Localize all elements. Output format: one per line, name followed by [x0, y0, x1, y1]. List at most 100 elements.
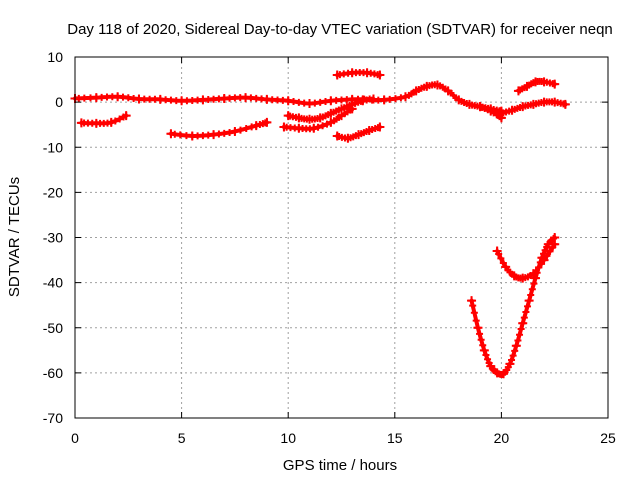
- data-point: [520, 314, 528, 322]
- y-tick-label: -50: [43, 320, 63, 336]
- data-point-key: [326, 117, 336, 127]
- data-point: [226, 128, 234, 136]
- y-tick-label: -20: [43, 184, 63, 200]
- y-tick-label: 10: [47, 49, 63, 65]
- data-point-key: [486, 106, 496, 116]
- x-tick-label: 10: [280, 430, 296, 446]
- data-point-key: [187, 131, 197, 141]
- data-point: [550, 235, 558, 243]
- data-point-key: [443, 86, 453, 96]
- data-point: [469, 302, 477, 310]
- data-point-key: [550, 79, 560, 89]
- data-point-key: [305, 114, 315, 124]
- data-point: [527, 291, 535, 299]
- series-trace-13: [492, 239, 560, 283]
- data-point-key: [347, 68, 357, 78]
- data-point-key: [362, 68, 372, 78]
- data-point-key: [560, 99, 570, 109]
- data-point-key: [315, 113, 325, 123]
- chart-title: Day 118 of 2020, Sidereal Day-to-day VTE…: [67, 21, 613, 38]
- ticks: 0 5 10 15 20 25 10 0 -10 -20 -30 -40 -50 -60 -70: [43, 49, 616, 446]
- y-tick-label: -10: [43, 139, 63, 155]
- data-point-key: [219, 94, 229, 104]
- series-trace-3: [166, 117, 272, 141]
- data-point-key: [91, 118, 101, 128]
- data-point-key: [473, 323, 483, 333]
- data-point: [176, 131, 184, 139]
- data-point-key: [528, 99, 538, 109]
- data-point-key: [121, 111, 131, 121]
- data-layer: [70, 68, 570, 379]
- data-point-key: [347, 99, 357, 109]
- data-point-key: [467, 296, 477, 306]
- data-point: [479, 341, 487, 349]
- data-point-key: [134, 94, 144, 104]
- series-trace-4: [279, 104, 357, 133]
- data-point-key: [524, 296, 534, 306]
- data-point: [517, 325, 525, 333]
- data-point-key: [496, 108, 506, 118]
- data-point: [511, 347, 519, 355]
- data-point-key: [106, 117, 116, 127]
- data-point-key: [550, 239, 560, 249]
- data-point: [514, 336, 522, 344]
- data-point-key: [283, 96, 293, 106]
- data-point-key: [539, 255, 549, 265]
- data-point-key: [550, 97, 560, 107]
- data-point-key: [294, 123, 304, 133]
- data-point-key: [464, 99, 474, 109]
- data-point: [535, 264, 543, 272]
- data-point-key: [155, 94, 165, 104]
- data-point-key: [509, 271, 519, 281]
- data-point: [236, 126, 244, 134]
- data-point: [516, 331, 524, 339]
- data-point-key: [326, 96, 336, 106]
- y-tick-label: -30: [43, 230, 63, 246]
- data-point: [509, 352, 517, 360]
- data-point-key: [326, 108, 336, 118]
- data-point-key: [358, 95, 368, 105]
- series-trace-10: [496, 97, 570, 118]
- data-point-key: [262, 94, 272, 104]
- data-point-key: [432, 80, 442, 90]
- data-point: [530, 280, 538, 288]
- data-point: [319, 122, 327, 130]
- data-point-key: [343, 133, 353, 143]
- data-point-key: [309, 123, 319, 133]
- data-point-key: [332, 70, 342, 80]
- x-tick-label: 5: [178, 430, 186, 446]
- data-point-key: [518, 318, 528, 328]
- data-point: [482, 351, 490, 359]
- data-point-key: [539, 97, 549, 107]
- data-point-key: [76, 118, 86, 128]
- data-point-key: [539, 77, 549, 87]
- data-point-key: [251, 121, 261, 131]
- data-point-key: [230, 126, 240, 136]
- data-point-key: [531, 77, 541, 87]
- data-point-key: [518, 273, 528, 283]
- data-point: [242, 125, 250, 133]
- data-point-key: [528, 269, 538, 279]
- x-axis-title: GPS time / hours: [283, 457, 397, 474]
- data-point: [472, 317, 480, 325]
- data-point: [470, 309, 478, 317]
- data-point: [397, 94, 405, 102]
- data-point: [522, 308, 530, 316]
- series-trace-7: [332, 122, 385, 143]
- x-tick-label: 0: [71, 430, 79, 446]
- data-point-key: [492, 246, 502, 256]
- data-point-key: [531, 273, 541, 283]
- data-point-key: [337, 104, 346, 114]
- data-point-key: [422, 81, 432, 91]
- data-point-key: [505, 359, 515, 369]
- data-point: [248, 123, 256, 131]
- data-point-key: [262, 117, 272, 127]
- data-point-key: [501, 262, 511, 272]
- data-point: [80, 94, 88, 102]
- data-point: [368, 96, 376, 104]
- data-point-key: [91, 93, 101, 103]
- data-point-key: [177, 96, 187, 106]
- data-point-key: [479, 345, 489, 355]
- data-point: [477, 336, 485, 344]
